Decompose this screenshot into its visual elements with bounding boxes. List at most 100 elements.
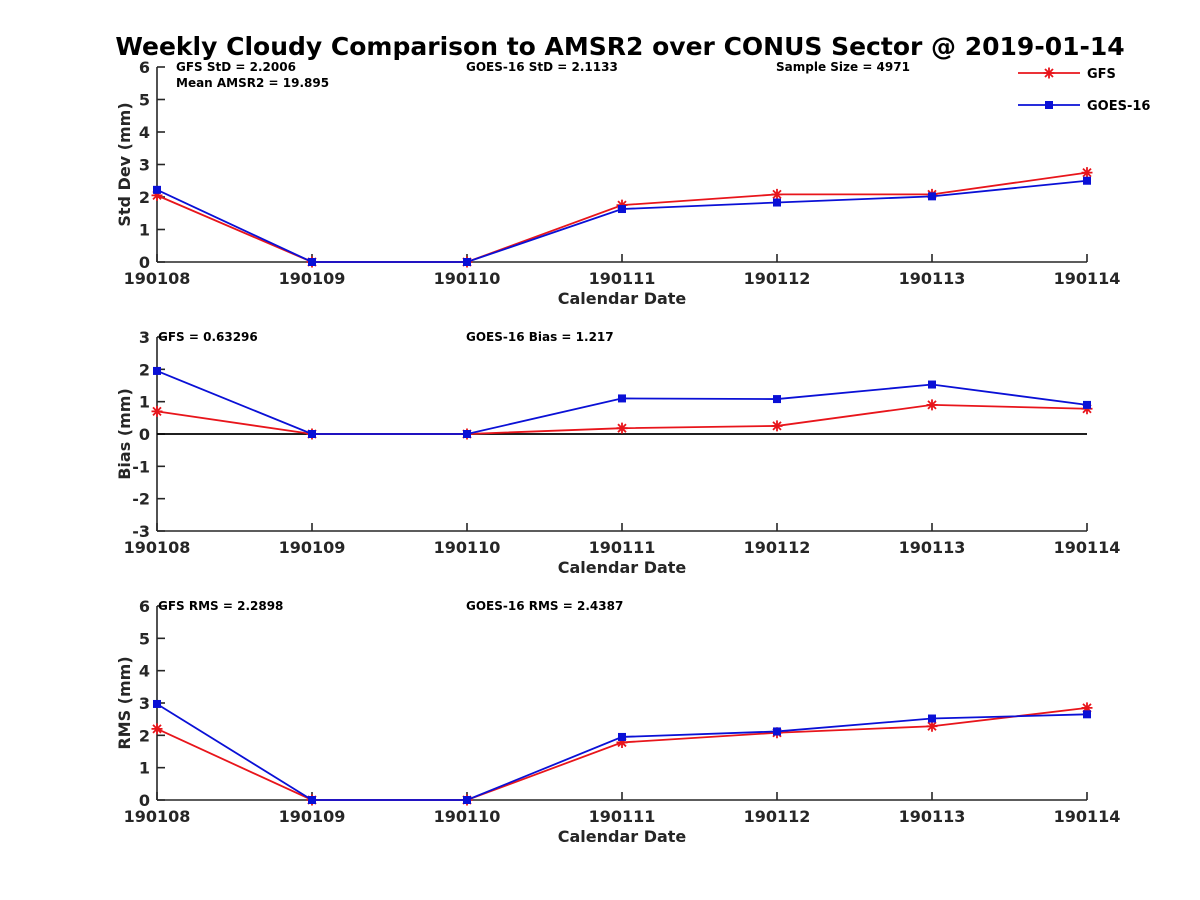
data-point — [926, 399, 938, 411]
y-axis-label: RMS (mm) — [115, 656, 134, 749]
legend-marker — [1043, 67, 1055, 79]
legend-entry-goes-16: GOES-16 — [1018, 99, 1150, 114]
data-point — [308, 796, 316, 804]
series-line — [156, 706, 1088, 801]
y-tick-label: 3 — [139, 328, 150, 347]
data-point — [928, 380, 936, 389]
x-tick-label: 190111 — [589, 269, 656, 288]
annotation-middle: GOES-16 StD = 2.1133 — [466, 60, 618, 74]
series-goes-16 — [153, 176, 1091, 266]
data-point — [616, 736, 628, 748]
x-tick-label: 190112 — [744, 269, 811, 288]
y-tick-label: 0 — [139, 253, 150, 272]
data-point — [151, 723, 163, 735]
series-goes-16 — [153, 366, 1091, 438]
x-axis-label: Calendar Date — [558, 289, 687, 308]
data-point — [463, 430, 471, 438]
x-tick-label: 190114 — [1054, 538, 1121, 557]
x-axis-label: Calendar Date — [558, 558, 687, 577]
data-point — [1081, 167, 1093, 179]
x-tick-label: 190113 — [899, 538, 966, 557]
data-point — [463, 258, 471, 266]
y-tick-label: 2 — [139, 360, 150, 379]
annotation-left: GFS = 0.63296 — [158, 330, 258, 344]
data-point — [616, 422, 628, 434]
annotation-left-2: Mean AMSR2 = 19.895 — [176, 76, 329, 90]
y-axis-label: Std Dev (mm) — [115, 102, 134, 226]
data-point — [773, 727, 781, 736]
y-tick-label: -1 — [132, 457, 150, 476]
annotation-middle: GOES-16 Bias = 1.217 — [466, 330, 614, 344]
data-point — [308, 258, 316, 266]
chart-title: Weekly Cloudy Comparison to AMSR2 over C… — [115, 32, 1124, 61]
x-tick-label: 190114 — [1054, 269, 1121, 288]
x-tick-label: 190109 — [279, 807, 346, 826]
legend-label: GFS — [1087, 67, 1116, 82]
series-line — [156, 703, 1088, 801]
y-tick-label: 3 — [139, 694, 150, 713]
y-tick-label: 4 — [139, 123, 150, 142]
x-tick-label: 190114 — [1054, 807, 1121, 826]
y-tick-label: 1 — [139, 759, 150, 778]
data-point — [1081, 702, 1093, 714]
annotation-right: Sample Size = 4971 — [776, 60, 910, 74]
x-tick-label: 190109 — [279, 538, 346, 557]
chart-panel-bias: -3 -2 -1 0 1 2 3 190108 190109 190110 190111 190112… — [115, 328, 1120, 577]
legend-entry-gfs: GFS — [1018, 67, 1116, 82]
data-point — [928, 714, 936, 723]
legend: GFS GOES-16 — [1018, 67, 1150, 114]
data-point — [926, 720, 938, 732]
chart-panel-std: 0 1 2 3 4 5 6 190108 190109 190110 190111 190112 190… — [115, 58, 1120, 308]
data-point — [771, 420, 783, 432]
x-tick-label: 190112 — [744, 538, 811, 557]
y-tick-label: 2 — [139, 188, 150, 207]
data-point — [151, 405, 163, 417]
data-point — [771, 188, 783, 200]
chart-panels: 0 1 2 3 4 5 6 190108 190109 190110 190111 190112 190… — [115, 58, 1120, 846]
data-point — [618, 394, 626, 403]
y-tick-label: -2 — [132, 490, 150, 509]
data-point — [618, 205, 626, 214]
x-tick-label: 190110 — [434, 538, 501, 557]
y-tick-label: 0 — [139, 791, 150, 810]
y-tick-label: 2 — [139, 726, 150, 745]
data-point — [928, 192, 936, 201]
y-tick-label: 5 — [139, 91, 150, 110]
y-tick-label: 1 — [139, 393, 150, 412]
y-tick-label: 6 — [139, 597, 150, 616]
x-tick-label: 190113 — [899, 807, 966, 826]
annotation-left: GFS StD = 2.2006 — [176, 60, 296, 74]
x-tick-label: 190108 — [124, 538, 191, 557]
y-tick-label: 5 — [139, 629, 150, 648]
series-goes-16 — [153, 699, 1091, 804]
y-tick-label: 6 — [139, 58, 150, 77]
data-point — [773, 198, 781, 207]
data-point — [1083, 400, 1091, 409]
y-tick-label: 1 — [139, 221, 150, 240]
data-point — [153, 699, 161, 708]
data-point — [308, 430, 316, 438]
y-tick-label: 3 — [139, 156, 150, 175]
data-point — [773, 395, 781, 404]
annotation-left: GFS RMS = 2.2898 — [158, 599, 283, 613]
y-axis-label: Bias (mm) — [115, 388, 134, 480]
data-point — [1083, 710, 1091, 719]
x-tick-label: 190110 — [434, 807, 501, 826]
x-tick-label: 190111 — [589, 538, 656, 557]
x-tick-label: 190112 — [744, 807, 811, 826]
x-tick-label: 190113 — [899, 269, 966, 288]
x-tick-label: 190111 — [589, 807, 656, 826]
data-point — [151, 189, 163, 201]
y-tick-label: 0 — [139, 425, 150, 444]
x-axis-label: Calendar Date — [558, 827, 687, 846]
annotation-middle: GOES-16 RMS = 2.4387 — [466, 599, 623, 613]
chart-panel-rms: 0 1 2 3 4 5 6 190108 190109 190110 190111 190112 190… — [115, 597, 1120, 846]
legend-label: GOES-16 — [1087, 99, 1150, 114]
series-line — [156, 171, 1088, 263]
x-tick-label: 190108 — [124, 269, 191, 288]
x-tick-label: 190109 — [279, 269, 346, 288]
y-tick-label: 4 — [139, 662, 150, 681]
x-tick-label: 190108 — [124, 807, 191, 826]
legend-marker — [1045, 101, 1053, 109]
